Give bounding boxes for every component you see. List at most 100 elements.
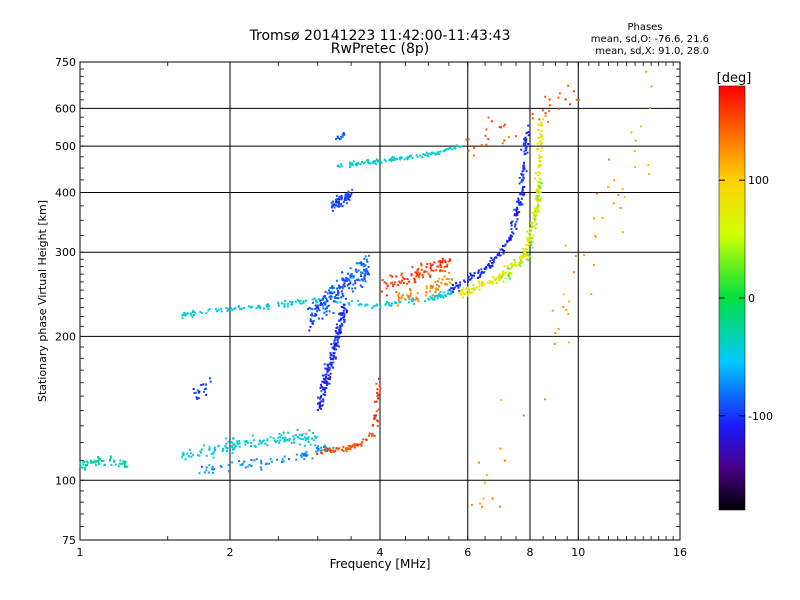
data-point [337,200,340,203]
data-point [426,154,429,157]
data-point [311,314,314,317]
data-point [500,274,503,277]
data-point [226,309,229,312]
data-point [276,439,279,442]
data-point [345,279,348,282]
data-point [451,290,454,293]
data-point [633,165,636,168]
y-axis-label: Stationary phase Virtual Height [km] [36,200,49,402]
x-tick-label: 2 [227,546,234,559]
data-point [538,177,541,180]
data-point [539,182,542,185]
data-point [283,455,286,458]
data-point [399,158,402,161]
data-point [496,282,498,284]
data-point [607,186,610,188]
data-point [259,306,261,309]
data-point [316,445,319,448]
data-point [351,275,353,278]
data-point [335,199,338,202]
data-point [307,308,310,311]
data-point [470,503,473,506]
data-point [502,125,505,128]
data-point [519,256,522,259]
data-point [441,269,444,272]
data-point [314,304,317,307]
data-point [533,207,536,210]
data-point [298,433,301,436]
colorbar-ticks: 100 0 -100 [719,174,773,423]
data-point [540,141,543,144]
data-point [183,312,186,314]
data-point [322,386,324,389]
data-point [392,158,395,161]
data-point [419,154,422,157]
data-point [343,282,346,285]
data-point [551,309,554,312]
data-point [448,271,451,274]
data-point [377,393,380,396]
data-point [526,248,529,251]
data-point [431,285,434,288]
data-point [334,342,337,345]
data-point [539,164,542,167]
data-point [302,438,305,441]
data-point [540,146,543,149]
data-point [371,161,374,164]
data-point [181,313,184,316]
data-point [269,436,272,439]
data-point [342,201,345,204]
data-point [330,201,333,204]
data-point [332,366,335,369]
data-point [320,404,323,407]
data-point [282,437,285,440]
data-point [523,138,525,141]
data-point [323,388,326,391]
data-point [97,461,100,464]
data-point [344,297,347,300]
data-point [521,256,524,259]
data-point [640,125,643,128]
data-point [291,301,294,303]
data-point [398,156,401,159]
data-point [120,462,123,465]
data-point [376,159,379,162]
data-point [327,289,330,292]
data-point [436,152,439,155]
data-point [323,381,326,384]
data-point [312,322,314,325]
data-point [321,404,324,407]
data-point [383,281,386,284]
data-point [467,149,470,152]
data-point [330,286,333,289]
data-point [487,263,490,265]
data-point [425,265,428,268]
data-point [472,154,475,157]
data-point [462,287,465,290]
data-point [198,472,201,475]
data-point [478,285,481,288]
data-point [325,446,327,449]
data-point [377,377,380,380]
data-point [360,275,363,277]
data-point [530,224,533,227]
data-point [485,128,488,131]
data-point [406,278,409,281]
data-point [538,118,541,121]
data-point [326,300,329,303]
data-point [347,196,350,199]
data-point [330,206,333,209]
data-point [507,272,510,275]
data-point [342,132,345,134]
data-point [268,462,271,465]
data-point [332,203,335,206]
data-point [538,154,541,157]
data-point [480,272,483,275]
data-point [419,272,422,275]
data-point [499,447,502,450]
data-point [391,275,394,278]
data-point [527,124,530,127]
data-point [192,310,195,313]
data-point [364,280,367,283]
data-point [525,149,527,152]
